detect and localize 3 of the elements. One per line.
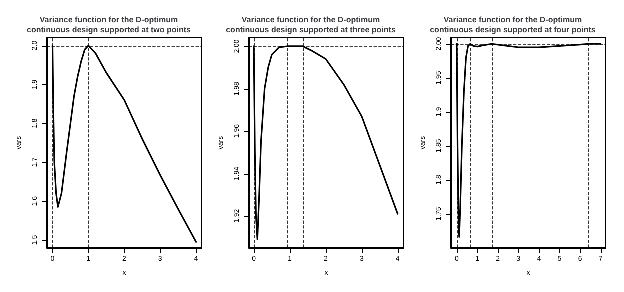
chart-title: Variance function for the D-optimum continuous design supported at two points bbox=[27, 16, 192, 34]
chart-title: Variance function for the D-optimum continuous design supported at three points bbox=[226, 16, 396, 34]
chart-title: Variance function for the D-optimum continuous design supported at four points bbox=[430, 16, 596, 34]
